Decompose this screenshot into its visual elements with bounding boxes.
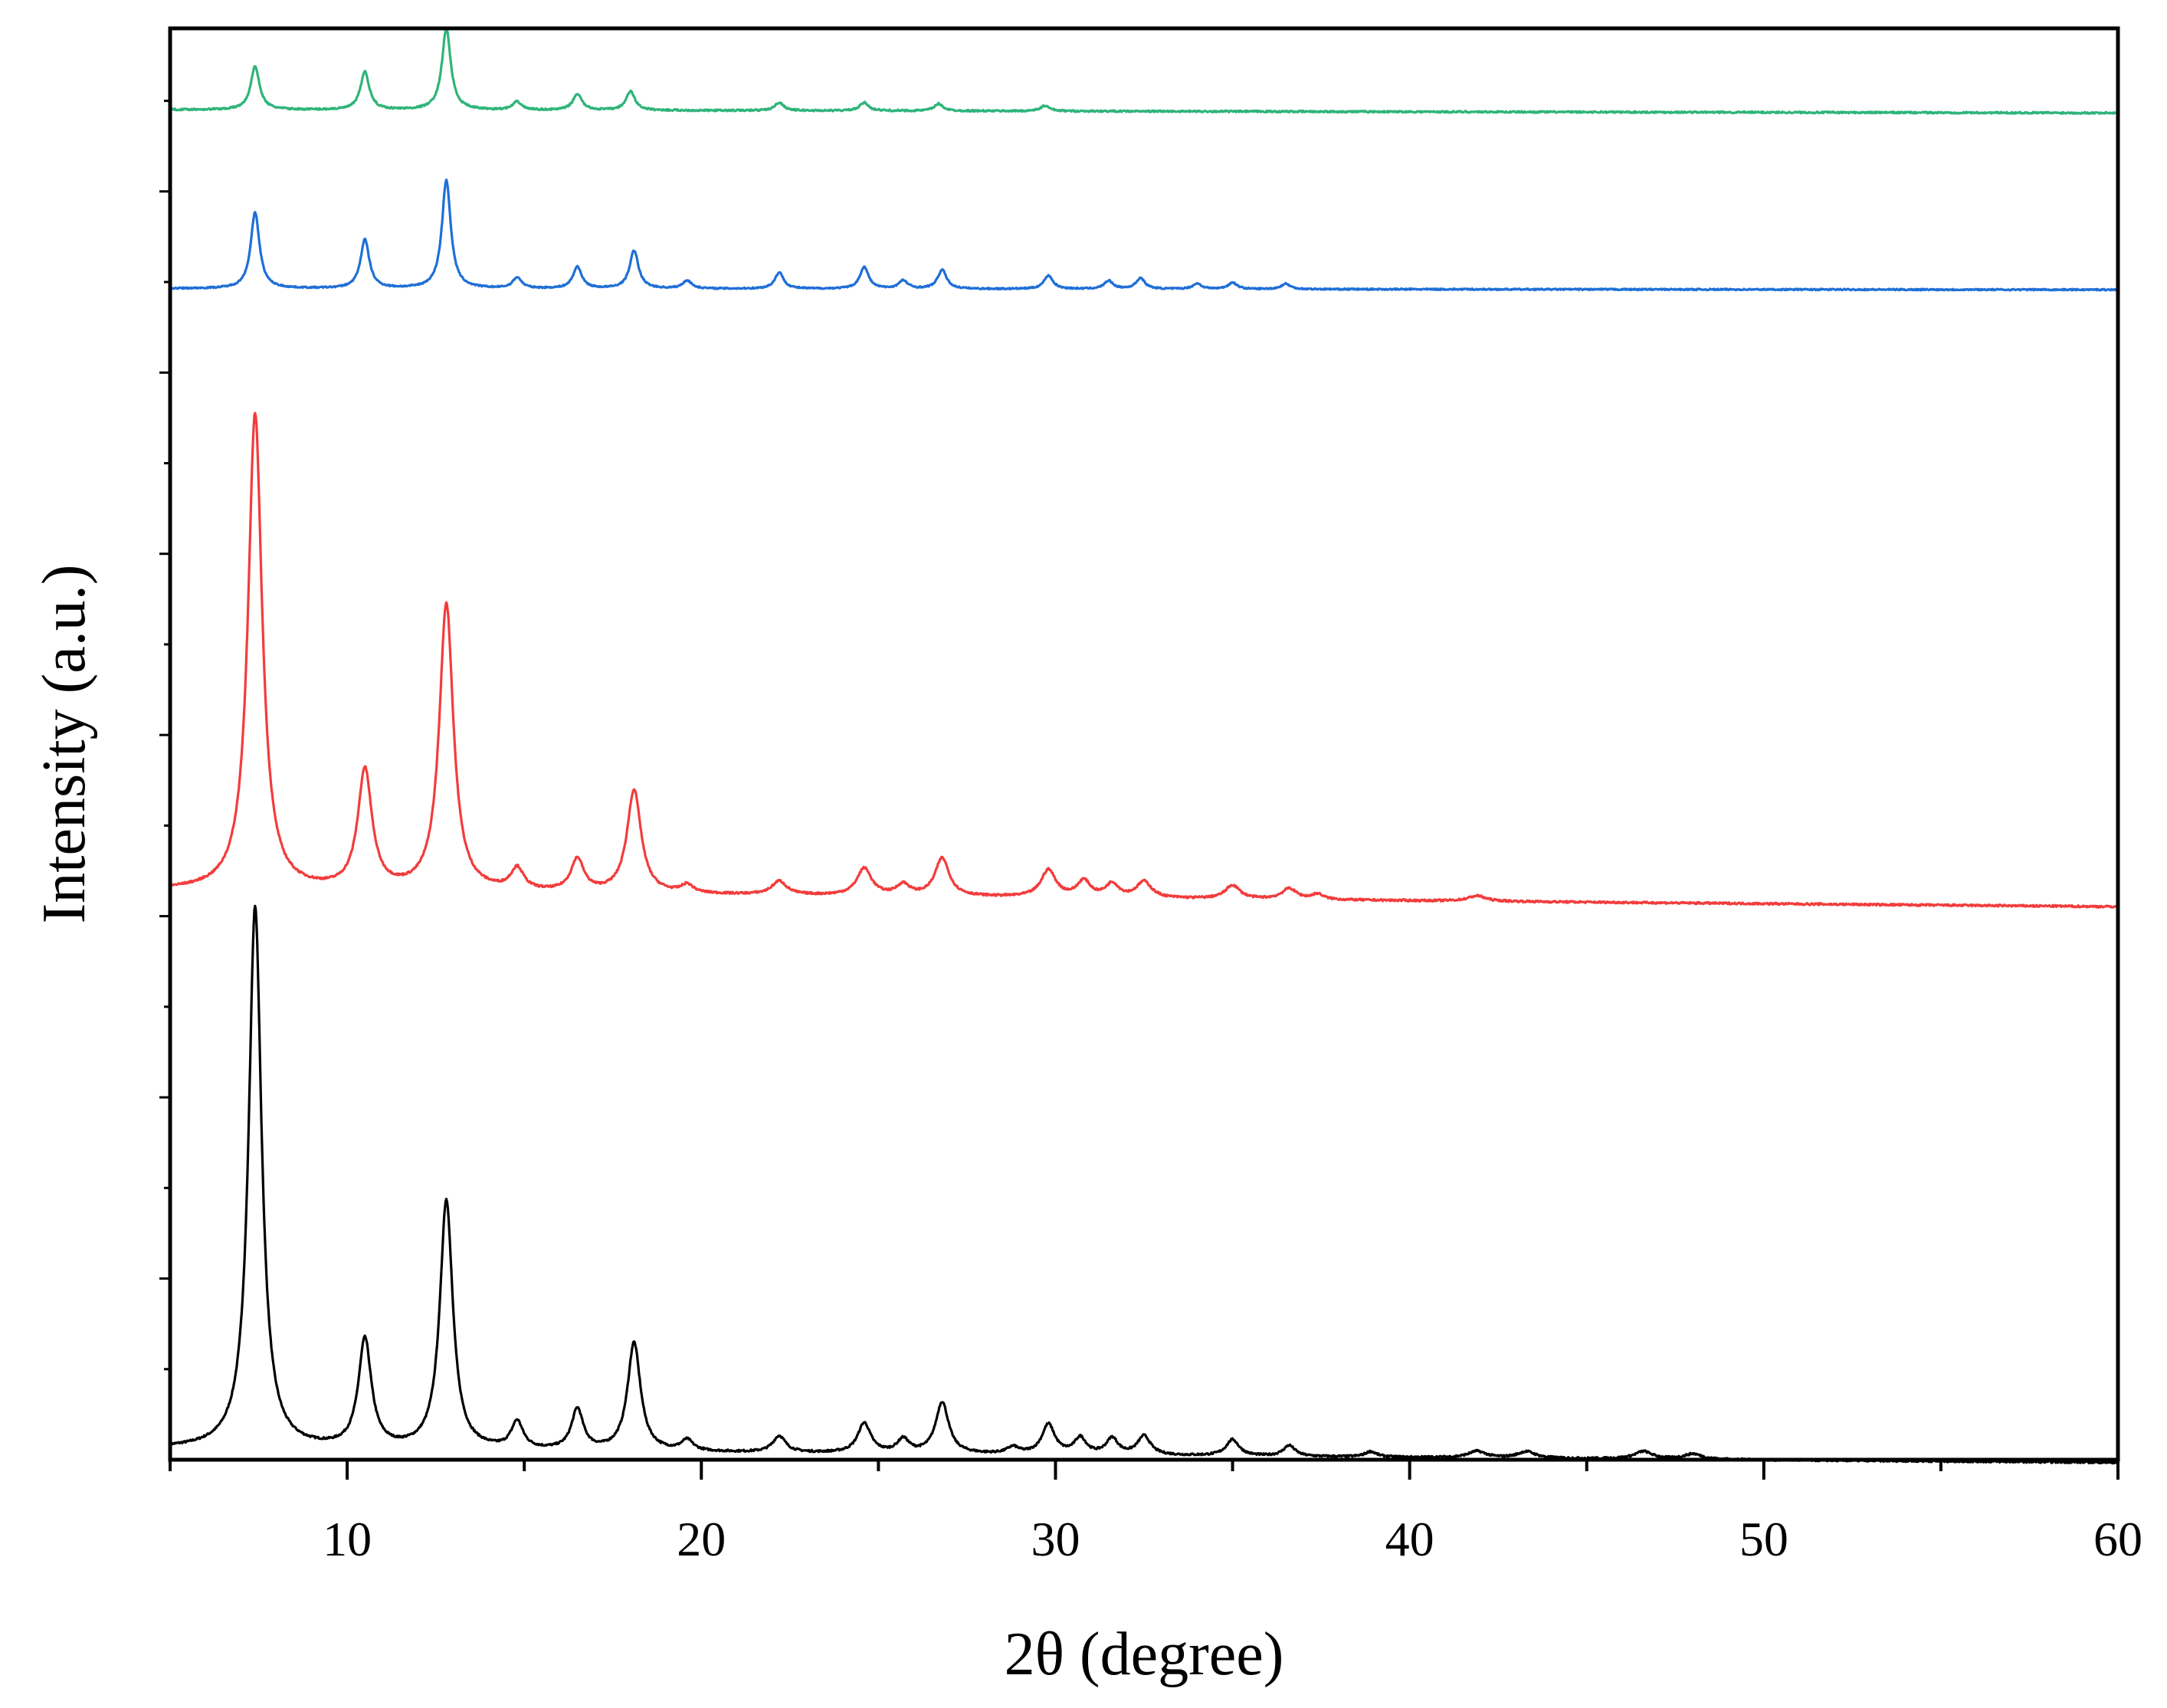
series-line-3 (169, 179, 2119, 292)
x-tick-label: 60 (2093, 1512, 2142, 1566)
series-layer (169, 27, 2119, 1465)
x-tick-label: 20 (677, 1512, 726, 1566)
x-tick-label: 10 (323, 1512, 372, 1566)
series-line-4 (169, 27, 2119, 115)
y-axis-title: Intensity (a.u.) (31, 565, 98, 924)
plot-frame (168, 26, 2120, 1462)
series-line-2 (169, 411, 2119, 909)
series-line-1 (169, 904, 2119, 1465)
y-axis (159, 100, 170, 1371)
x-axis-title: 2θ (degree) (1005, 1621, 1284, 1688)
x-tick-label: 50 (1739, 1512, 1788, 1566)
x-tick-label: 30 (1031, 1512, 1080, 1566)
x-axis: 10 20 30 40 50 60 (169, 1460, 2142, 1566)
x-tick-label: 40 (1385, 1512, 1434, 1566)
